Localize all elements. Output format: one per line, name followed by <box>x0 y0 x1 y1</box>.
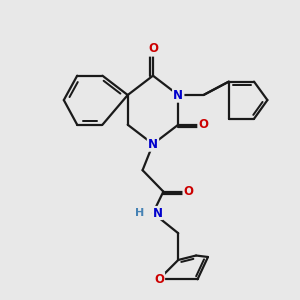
Text: N: N <box>173 88 183 101</box>
Text: O: O <box>199 118 208 131</box>
Text: O: O <box>148 42 158 56</box>
Text: H: H <box>135 208 144 218</box>
Text: N: N <box>148 138 158 151</box>
Text: N: N <box>152 206 162 220</box>
Text: O: O <box>184 185 194 198</box>
Text: O: O <box>154 273 164 286</box>
